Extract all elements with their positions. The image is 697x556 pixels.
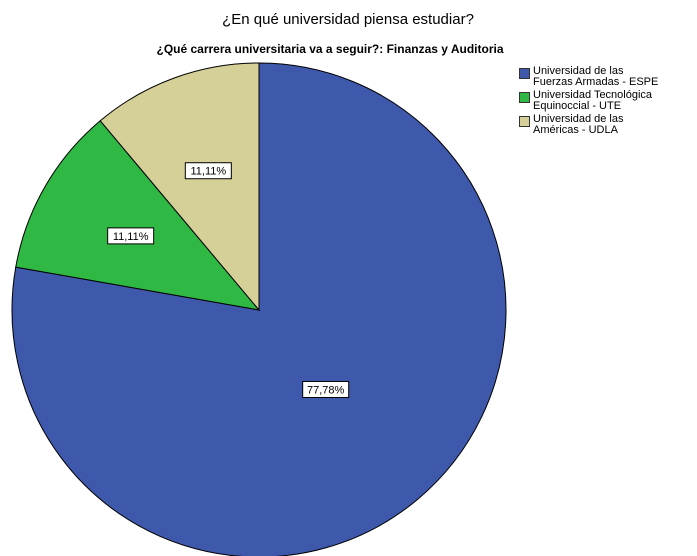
data-label-box — [302, 380, 350, 398]
legend-label: Universidad de las Américas - UDLA — [533, 113, 624, 136]
chart-title: ¿En qué universidad piensa estudiar? — [222, 11, 474, 28]
data-label: 11,11% — [113, 231, 149, 243]
legend-item: Universidad Tecnológica Equinoccial - UT… — [519, 90, 659, 112]
data-label-box — [107, 227, 155, 245]
legend-item: Universidad de las Fuerzas Armadas - ESP… — [519, 66, 659, 88]
data-label-box — [184, 162, 232, 180]
legend: Universidad de las Fuerzas Armadas - ESP… — [519, 66, 659, 138]
legend-label: Universidad Tecnológica Equinoccial - UT… — [533, 89, 653, 112]
data-label: 77,78% — [307, 384, 345, 396]
legend-item: Universidad de las Américas - UDLA — [519, 114, 659, 136]
legend-swatch — [519, 68, 530, 79]
legend-swatch — [519, 92, 530, 103]
chart-subtitle: ¿Qué carrera universitaria va a seguir?:… — [156, 42, 503, 56]
legend-swatch — [519, 116, 530, 127]
legend-label: Universidad de las Fuerzas Armadas - ESP… — [533, 65, 659, 88]
pie-slice — [99, 62, 260, 312]
data-label: 11,11% — [190, 166, 226, 178]
pie-slice — [15, 120, 261, 311]
